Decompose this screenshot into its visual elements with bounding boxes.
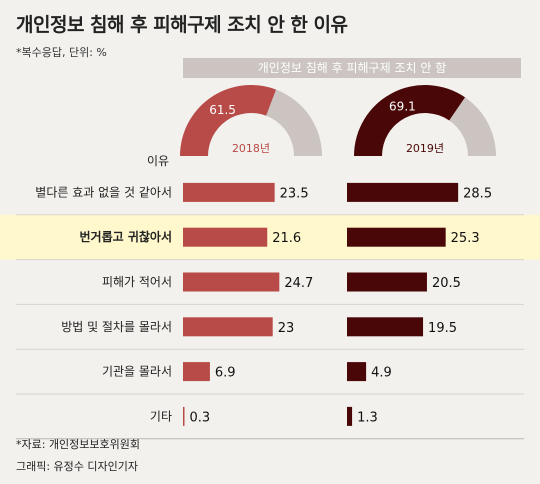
bar-2019 — [347, 406, 353, 426]
gauge-2019-year-label: 2019년 — [406, 142, 444, 155]
header-band: 개인정보 침해 후 피해구제 조치 안 함 — [183, 58, 521, 78]
bar-value-label: 6.9 — [215, 366, 236, 381]
bar-value-label: 20.5 — [432, 276, 461, 291]
bar-2018 — [183, 272, 280, 292]
bar-2018 — [183, 406, 185, 426]
bar-value-label: 1.3 — [357, 410, 378, 425]
gauge-2018-value-arc — [180, 85, 277, 156]
bar-value-label: 4.9 — [371, 366, 392, 381]
bar-2018 — [183, 317, 273, 337]
bar-value-label: 0.3 — [190, 410, 211, 425]
gauges: 61.5 2018년 69.1 2019년 — [180, 84, 496, 156]
bar-2019 — [347, 317, 424, 337]
column-label: 이유 — [147, 154, 170, 168]
category-label: 기타 — [150, 409, 172, 423]
bar-rows: 별다른 효과 없을 것 같아서 23.5 28.5 번거롭고 귀찮아서 21.6 25.3… — [16, 182, 524, 440]
bar-value-label: 25.3 — [451, 231, 480, 246]
credit-note: 그래픽: 유정수 디자인기자 — [16, 460, 139, 473]
bar-2018 — [183, 227, 268, 247]
bar-2019 — [347, 227, 446, 247]
bar-2018 — [183, 182, 275, 202]
category-label: 기관을 몰라서 — [102, 365, 172, 379]
unit-note: *복수응답, 단위: % — [16, 46, 107, 59]
bar-2019 — [347, 182, 459, 202]
bar-value-label: 23.5 — [280, 186, 309, 201]
bar-value-label: 21.6 — [272, 231, 301, 246]
gauge-2019-rest-arc — [449, 97, 496, 156]
bar-value-label: 23 — [278, 321, 295, 336]
category-label: 피해가 적어서 — [102, 275, 172, 289]
bar-value-label: 24.7 — [284, 276, 313, 291]
gauge-2018-rest-arc — [266, 89, 322, 156]
gauge-2019-value-label: 69.1 — [389, 100, 416, 114]
bar-2019 — [347, 272, 427, 292]
gauge-2018-year-label: 2018년 — [232, 142, 270, 155]
source-note: *자료: 개인정보보호위원회 — [16, 438, 141, 451]
bar-2018 — [183, 362, 210, 382]
bar-value-label: 28.5 — [463, 186, 492, 201]
gauge-2019-value-arc — [354, 84, 466, 156]
bar-value-label: 19.5 — [428, 321, 457, 336]
category-label: 번거롭고 귀찮아서 — [80, 229, 173, 244]
chart-title: 개인정보 침해 후 피해구제 조치 안 한 이유 — [16, 14, 348, 36]
category-label: 별다른 효과 없을 것 같아서 — [35, 185, 172, 199]
gauge-2018-value-label: 61.5 — [209, 103, 236, 117]
bar-2019 — [347, 362, 367, 382]
highlight-row — [0, 214, 540, 260]
category-label: 방법 및 절차를 몰라서 — [61, 320, 172, 334]
